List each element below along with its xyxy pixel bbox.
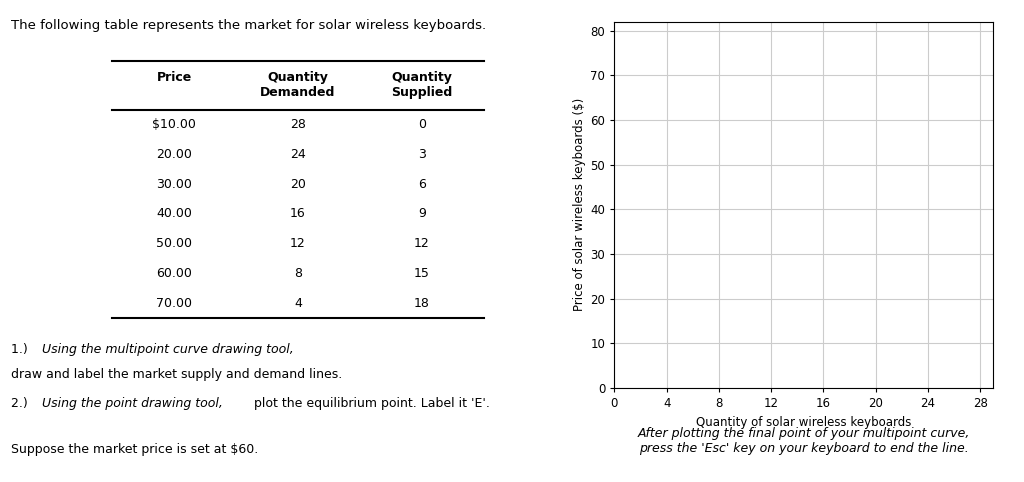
- Text: Price: Price: [157, 71, 191, 84]
- Text: Suppose the market price is set at $60.: Suppose the market price is set at $60.: [10, 443, 258, 456]
- Text: 60.00: 60.00: [156, 267, 193, 280]
- Text: After plotting the final point of your multipoint curve,
press the 'Esc' key on : After plotting the final point of your m…: [638, 427, 970, 455]
- Text: Using the multipoint curve drawing tool,: Using the multipoint curve drawing tool,: [42, 343, 294, 356]
- Text: Quantity
Supplied: Quantity Supplied: [391, 71, 453, 99]
- Text: Using the point drawing tool,: Using the point drawing tool,: [42, 397, 222, 410]
- Text: 3: 3: [418, 148, 426, 161]
- Text: 4: 4: [294, 296, 302, 309]
- Text: 28: 28: [290, 118, 306, 131]
- Text: 24: 24: [290, 148, 306, 161]
- Text: plot the equilibrium point. Label it 'E'.: plot the equilibrium point. Label it 'E'…: [250, 397, 490, 410]
- Text: 15: 15: [414, 267, 430, 280]
- X-axis label: Quantity of solar wireless keyboards: Quantity of solar wireless keyboards: [696, 415, 911, 428]
- Text: 20.00: 20.00: [156, 148, 193, 161]
- Text: 40.00: 40.00: [156, 207, 193, 220]
- Text: 2.): 2.): [10, 397, 32, 410]
- Y-axis label: Price of solar wireless keyboards ($): Price of solar wireless keyboards ($): [573, 98, 587, 311]
- Text: The following table represents the market for solar wireless keyboards.: The following table represents the marke…: [10, 19, 485, 32]
- Text: 8: 8: [294, 267, 302, 280]
- Text: 12: 12: [290, 237, 306, 250]
- Text: 1.): 1.): [10, 343, 32, 356]
- Text: 50.00: 50.00: [156, 237, 193, 250]
- Text: 12: 12: [414, 237, 430, 250]
- Text: 70.00: 70.00: [156, 296, 193, 309]
- Text: draw and label the market supply and demand lines.: draw and label the market supply and dem…: [10, 368, 342, 381]
- Text: Quantity
Demanded: Quantity Demanded: [260, 71, 336, 99]
- Text: 16: 16: [290, 207, 306, 220]
- Text: 20: 20: [290, 177, 306, 190]
- Text: 18: 18: [414, 296, 430, 309]
- Text: 6: 6: [418, 177, 426, 190]
- Text: 30.00: 30.00: [156, 177, 193, 190]
- Text: 9: 9: [418, 207, 426, 220]
- Text: 0: 0: [418, 118, 426, 131]
- Text: $10.00: $10.00: [153, 118, 196, 131]
